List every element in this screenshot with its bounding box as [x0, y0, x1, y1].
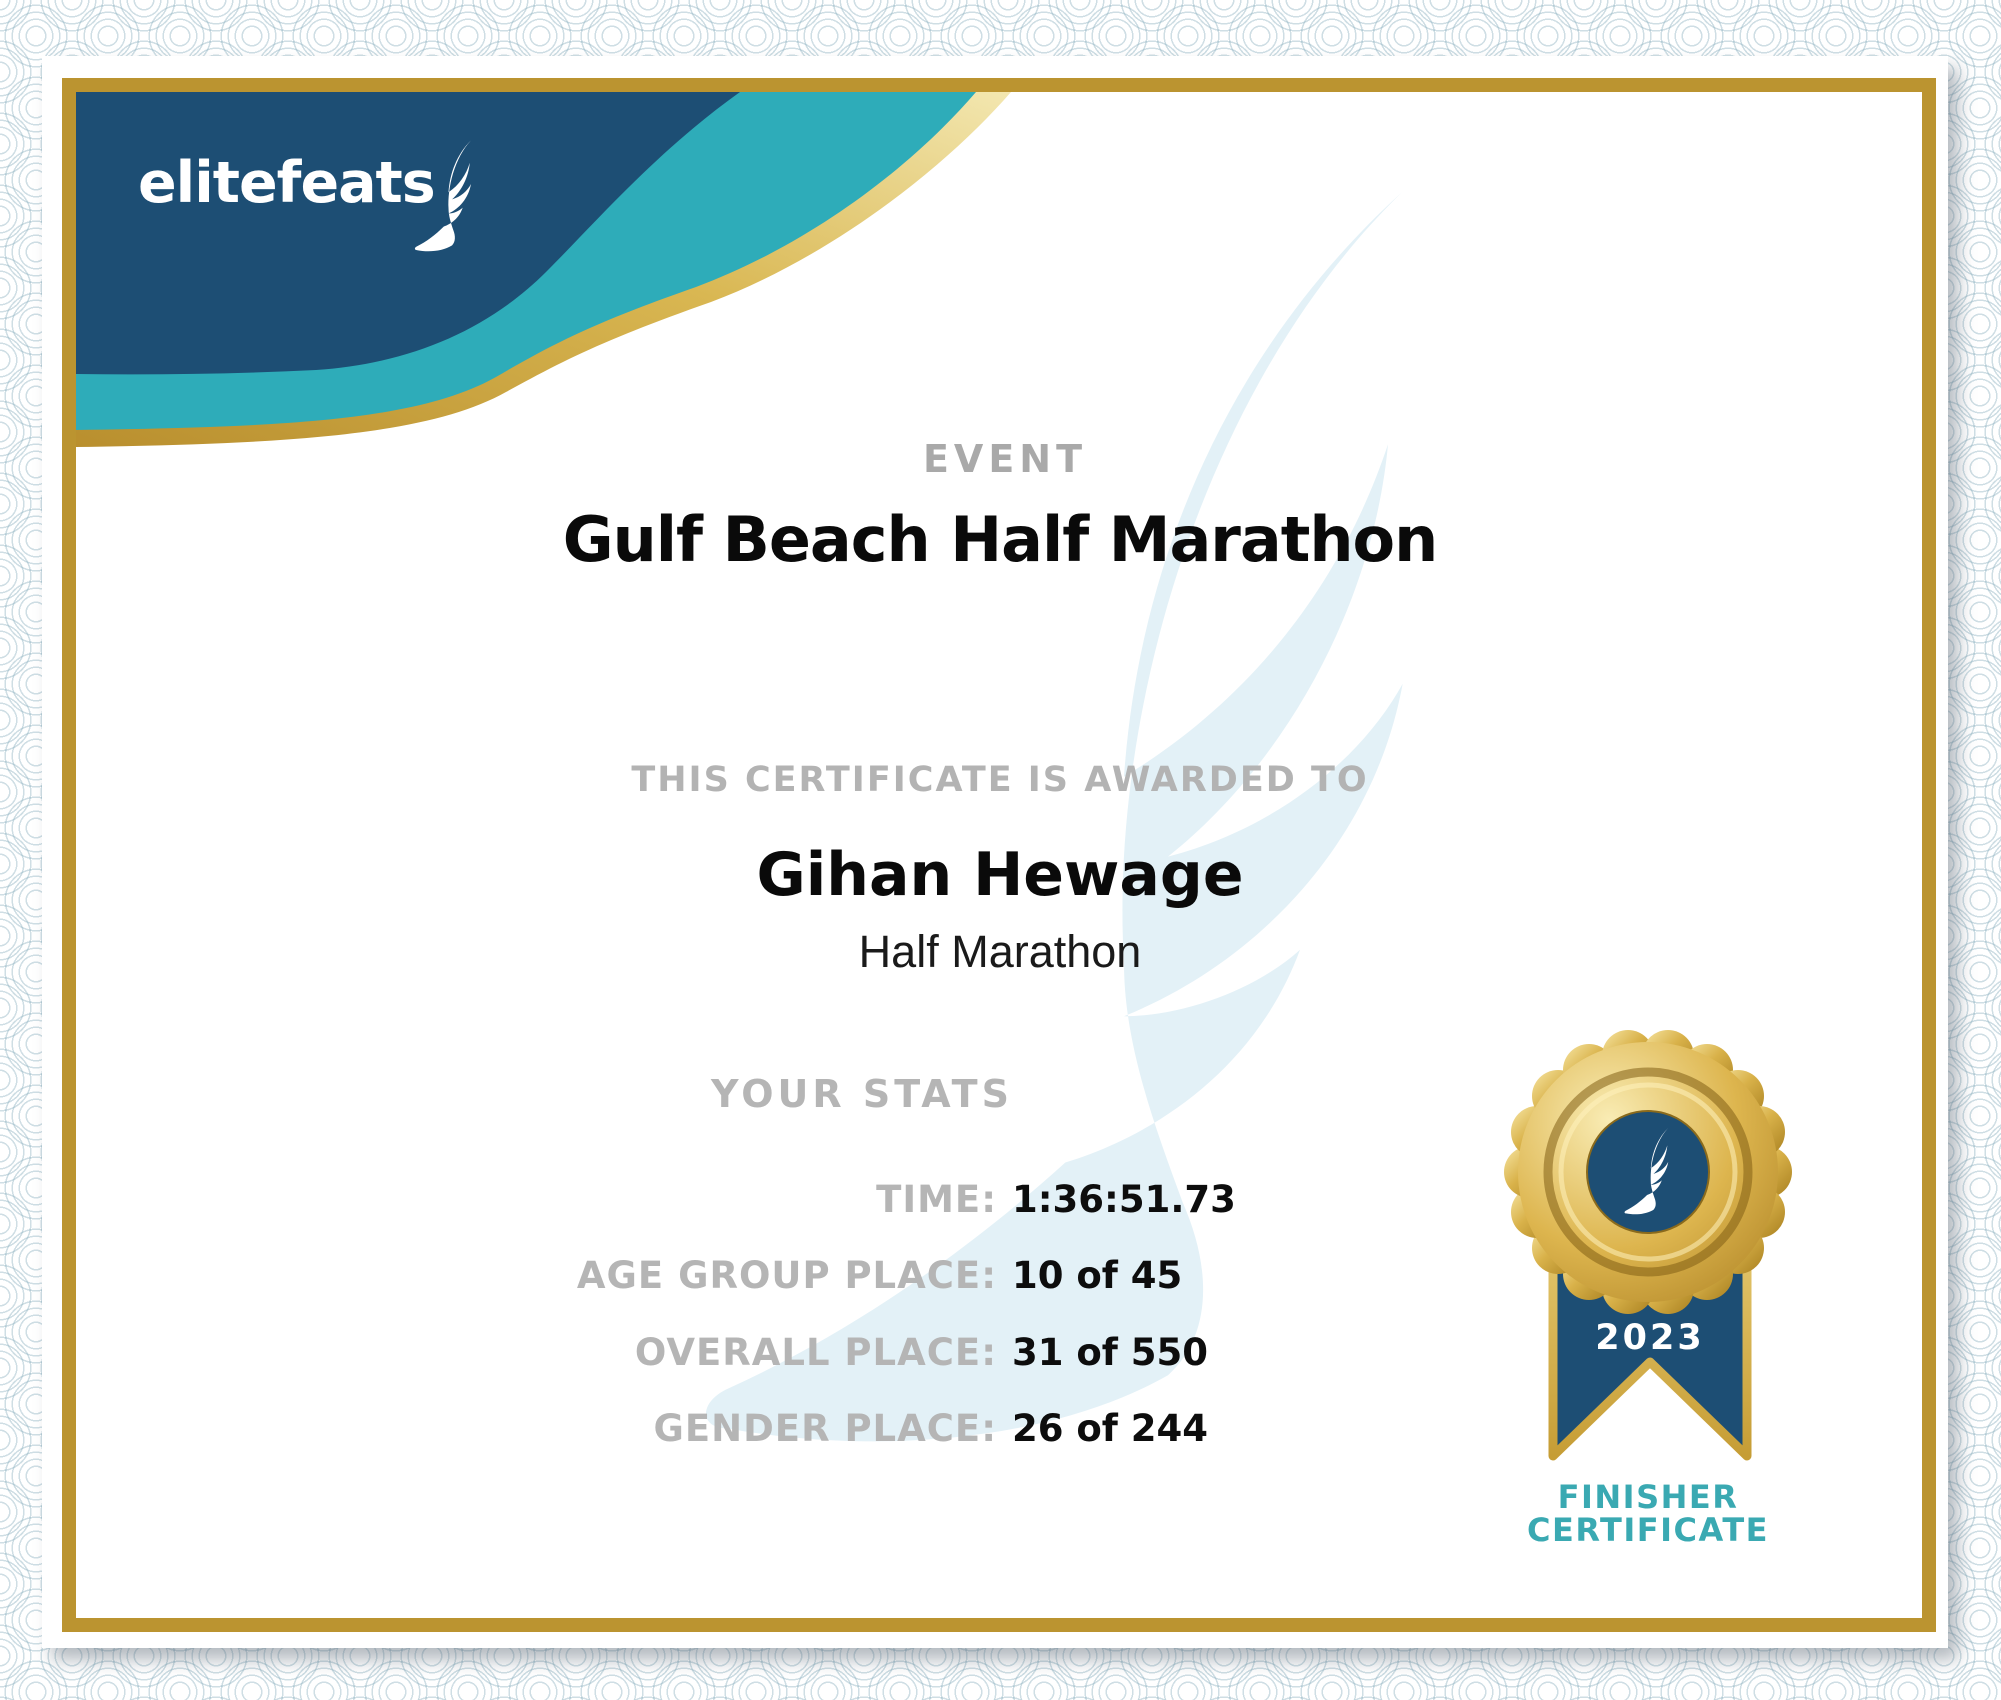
event-name: Gulf Beach Half Marathon: [562, 503, 1438, 576]
winged-foot-logo-icon: [414, 140, 471, 252]
corner-swoosh-art: [76, 92, 1011, 447]
badge-title-line1: FINISHER: [1557, 1478, 1739, 1516]
stat-label-age-group-place: AGE GROUP PLACE:: [576, 1254, 997, 1297]
rosette-highlight-ring: [1558, 1082, 1738, 1262]
awarded-label: THIS CERTIFICATE IS AWARDED TO: [631, 760, 1369, 800]
event-label: EVENT: [922, 437, 1088, 481]
race-name: Half Marathon: [858, 926, 1142, 977]
stat-value-overall-place: 31 of 550: [1012, 1331, 1209, 1374]
badge-year: 2023: [1595, 1318, 1705, 1358]
stat-value-time: 1:36:51.73: [1012, 1178, 1236, 1221]
navy-swoosh-shape: [76, 92, 740, 375]
brand-logo-text: elitefeats: [138, 150, 436, 216]
badge-rosette: [1504, 1030, 1792, 1314]
stats-heading: YOUR STATS: [711, 1072, 1013, 1116]
gold-frame: [62, 78, 1936, 1632]
stat-label-gender-place: GENDER PLACE:: [653, 1407, 997, 1450]
stat-value-age-group-place: 10 of 45: [1012, 1254, 1183, 1297]
rosette-inner-ring: [1543, 1067, 1753, 1277]
badge-title-line2: CERTIFICATE: [1527, 1511, 1769, 1549]
stat-value-gender-place: 26 of 244: [1012, 1407, 1209, 1450]
rosette-navy-center: [1586, 1110, 1710, 1234]
recipient-name: Gihan Hewage: [756, 840, 1244, 910]
stat-label-time: TIME:: [876, 1178, 997, 1221]
stat-label-overall-place: OVERALL PLACE:: [634, 1331, 997, 1374]
